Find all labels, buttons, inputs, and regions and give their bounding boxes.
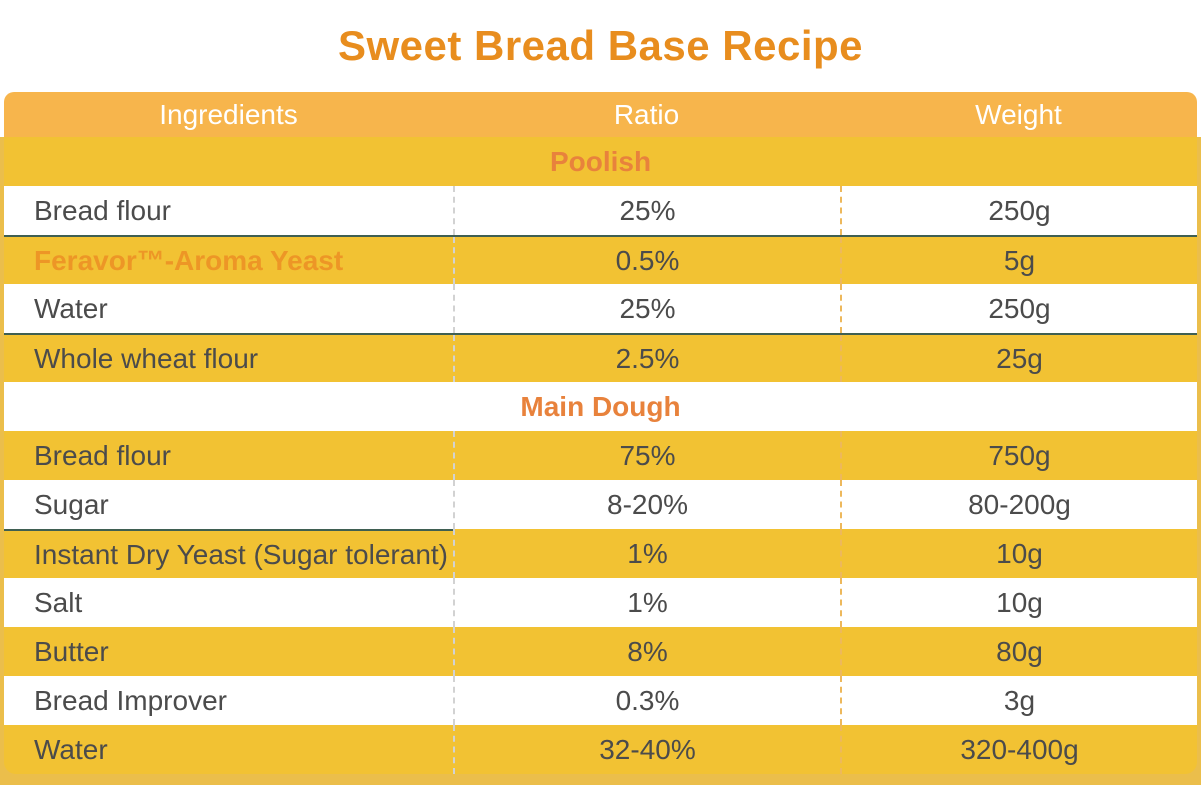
ingredient-cell: Bread Improver [34, 684, 227, 716]
weight-cell: 250g [840, 284, 1197, 333]
table-header-row: Ingredients Ratio Weight [4, 92, 1197, 137]
ingredient-cell: Salt [34, 586, 83, 618]
weight-cell: 25g [840, 335, 1197, 382]
ingredient-cell: Water [34, 733, 108, 765]
table-row: Bread flour 25% 250g [4, 186, 1197, 235]
ratio-cell: 0.3% [453, 676, 840, 725]
section-row-poolish: Poolish [4, 137, 1197, 186]
ingredient-cell: Butter [34, 635, 109, 667]
section-header-label: Poolish [549, 145, 652, 177]
weight-cell: 320-400g [840, 725, 1197, 774]
page-title: Sweet Bread Base Recipe [337, 22, 864, 69]
ratio-cell: 32-40% [453, 725, 840, 774]
weight-cell: 10g [840, 578, 1197, 627]
ratio-cell: 75% [453, 431, 840, 480]
table-rows: Poolish Bread flour 25% 250g Feravor™-Aroma … [4, 137, 1197, 774]
table-row: Butter 8% 80g [4, 627, 1197, 676]
ingredient-cell: Bread flour [34, 439, 171, 471]
ingredient-cell: Bread flour [34, 194, 171, 226]
table-row: Salt 1% 10g [4, 578, 1197, 627]
table-row: Sugar 8-20% 80-200g [4, 480, 1197, 529]
weight-cell: 10g [840, 529, 1197, 578]
header-cell-ingredients: Ingredients [159, 98, 298, 130]
ratio-cell: 25% [453, 186, 840, 235]
table-row: Feravor™-Aroma Yeast 0.5% 5g [4, 235, 1197, 284]
ratio-cell: 2.5% [453, 335, 840, 382]
section-row-main-dough: Main Dough [4, 382, 1197, 431]
table-row: Water 25% 250g [4, 284, 1197, 333]
table-row: Instant Dry Yeast (Sugar tolerant) 1% 10g [4, 529, 1197, 578]
ratio-cell: 0.5% [453, 237, 840, 284]
ingredient-cell: Feravor™-Aroma Yeast [34, 244, 344, 276]
header-cell-ratio: Ratio [613, 98, 680, 130]
ingredient-cell: Sugar [34, 488, 109, 520]
weight-cell: 5g [840, 237, 1197, 284]
weight-cell: 3g [840, 676, 1197, 725]
table-body: Poolish Bread flour 25% 250g Feravor™-Aroma … [0, 137, 1201, 785]
ratio-cell: 8-20% [453, 480, 840, 529]
weight-cell: 80g [840, 627, 1197, 676]
table-row: Bread flour 75% 750g [4, 431, 1197, 480]
ingredient-cell: Water [34, 292, 108, 324]
weight-cell: 250g [840, 186, 1197, 235]
ingredient-cell: Instant Dry Yeast (Sugar tolerant) [4, 529, 453, 578]
table-row: Whole wheat flour 2.5% 25g [4, 333, 1197, 382]
ratio-cell: 25% [453, 284, 840, 333]
section-header-label: Main Dough [520, 390, 681, 422]
title-bar: Sweet Bread Base Recipe [0, 0, 1201, 92]
ingredient-cell: Whole wheat flour [34, 342, 259, 374]
weight-cell: 750g [840, 431, 1197, 480]
table-row: Water 32-40% 320-400g [4, 725, 1197, 774]
weight-cell: 80-200g [840, 480, 1197, 529]
ratio-cell: 1% [453, 578, 840, 627]
header-cell-weight: Weight [975, 98, 1062, 130]
ratio-cell: 1% [453, 529, 840, 578]
table-row: Bread Improver 0.3% 3g [4, 676, 1197, 725]
ratio-cell: 8% [453, 627, 840, 676]
